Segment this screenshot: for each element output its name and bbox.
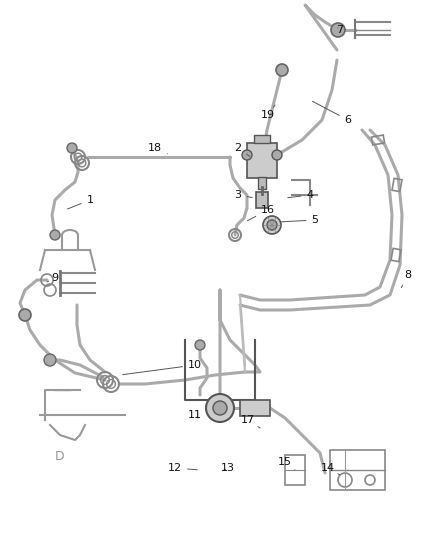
Bar — [240, 400, 270, 416]
Bar — [254, 135, 270, 143]
Text: 12: 12 — [168, 463, 197, 473]
Bar — [285, 455, 305, 485]
Bar — [256, 192, 268, 208]
Circle shape — [195, 340, 205, 350]
Text: 7: 7 — [336, 25, 343, 35]
Text: 11: 11 — [188, 410, 202, 420]
Circle shape — [67, 143, 77, 153]
Text: 14: 14 — [321, 463, 340, 475]
Bar — [391, 248, 401, 262]
Text: 4: 4 — [288, 190, 314, 200]
Bar — [392, 179, 402, 191]
Circle shape — [19, 309, 31, 321]
Text: 18: 18 — [148, 143, 167, 154]
Text: 3: 3 — [234, 190, 252, 200]
Text: 6: 6 — [312, 101, 352, 125]
Text: D: D — [55, 450, 65, 463]
Text: 17: 17 — [241, 415, 260, 428]
Bar — [247, 142, 277, 177]
Circle shape — [44, 354, 56, 366]
Text: 16: 16 — [247, 205, 275, 221]
Text: 2: 2 — [234, 143, 250, 156]
Circle shape — [267, 220, 277, 230]
Text: 9: 9 — [47, 273, 59, 283]
Text: 8: 8 — [401, 270, 412, 287]
Circle shape — [276, 64, 288, 76]
Text: 15: 15 — [278, 457, 295, 470]
Circle shape — [206, 394, 234, 422]
Text: 5: 5 — [281, 215, 318, 225]
Bar — [258, 177, 266, 189]
Circle shape — [50, 230, 60, 240]
Text: 13: 13 — [221, 463, 235, 473]
Circle shape — [331, 23, 345, 37]
Circle shape — [272, 150, 282, 160]
Text: 1: 1 — [67, 195, 93, 209]
Circle shape — [263, 216, 281, 234]
Bar — [330, 450, 385, 490]
Bar — [371, 135, 385, 145]
Circle shape — [242, 150, 252, 160]
Circle shape — [213, 401, 227, 415]
Text: 19: 19 — [261, 105, 275, 120]
Text: 10: 10 — [123, 360, 202, 375]
